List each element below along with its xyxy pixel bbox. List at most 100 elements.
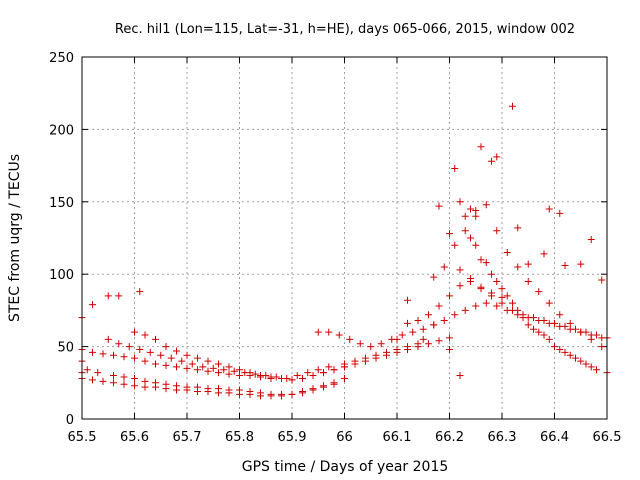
data-point bbox=[141, 383, 149, 391]
data-point bbox=[540, 250, 548, 258]
data-point bbox=[530, 314, 537, 322]
chart-title: Rec. hil1 (Lon=115, Lat=-31, h=HE), days… bbox=[115, 22, 575, 37]
data-point bbox=[472, 206, 480, 214]
data-point bbox=[561, 348, 569, 356]
data-point bbox=[482, 299, 490, 307]
data-point bbox=[545, 335, 553, 343]
data-point bbox=[451, 311, 459, 319]
data-point bbox=[587, 335, 595, 343]
data-point bbox=[173, 386, 180, 394]
data-point bbox=[293, 372, 301, 380]
data-point bbox=[425, 340, 432, 348]
x-tick-label: 66.2 bbox=[435, 430, 464, 445]
data-point bbox=[493, 277, 501, 285]
data-point bbox=[435, 302, 443, 310]
data-point bbox=[152, 335, 159, 343]
x-tick-label: 66.1 bbox=[383, 430, 412, 445]
data-point bbox=[94, 369, 102, 377]
data-point bbox=[440, 263, 448, 271]
data-point bbox=[404, 345, 411, 353]
data-point bbox=[188, 360, 196, 368]
data-point bbox=[593, 331, 600, 339]
data-point bbox=[99, 350, 107, 358]
x-tick-label: 65.6 bbox=[120, 430, 149, 445]
data-point bbox=[320, 369, 327, 377]
data-point bbox=[183, 364, 191, 372]
data-point bbox=[362, 357, 369, 365]
data-point bbox=[194, 354, 201, 362]
data-point bbox=[104, 292, 112, 300]
data-point bbox=[446, 292, 453, 300]
data-point bbox=[551, 319, 558, 327]
data-point bbox=[89, 348, 96, 356]
data-point bbox=[110, 379, 117, 387]
data-point bbox=[377, 340, 385, 348]
data-point bbox=[598, 343, 606, 351]
data-point bbox=[535, 288, 543, 296]
data-point bbox=[530, 325, 537, 333]
data-point bbox=[435, 337, 443, 345]
data-point bbox=[372, 354, 380, 362]
y-axis-ticks: 0 50 100 150 200 250 bbox=[49, 51, 607, 428]
data-point bbox=[220, 366, 228, 374]
data-point bbox=[493, 227, 501, 235]
data-point bbox=[104, 335, 112, 343]
data-point bbox=[141, 331, 149, 339]
data-point bbox=[598, 276, 606, 284]
data-point bbox=[225, 389, 233, 397]
data-point bbox=[299, 374, 306, 382]
y-tick-label: 200 bbox=[49, 123, 74, 138]
data-point bbox=[577, 260, 585, 268]
data-point bbox=[419, 335, 427, 343]
data-point bbox=[162, 385, 170, 393]
data-point bbox=[514, 224, 522, 232]
data-point bbox=[545, 205, 553, 213]
x-tick-label: 66.5 bbox=[593, 430, 622, 445]
data-point bbox=[456, 282, 464, 290]
data-point bbox=[225, 363, 233, 371]
data-point bbox=[136, 345, 144, 353]
data-point bbox=[325, 328, 333, 336]
data-point bbox=[173, 347, 180, 355]
data-point bbox=[451, 164, 459, 172]
data-point bbox=[540, 317, 548, 325]
data-point bbox=[446, 230, 453, 238]
data-point bbox=[125, 343, 133, 351]
data-point bbox=[183, 386, 191, 394]
data-point bbox=[566, 319, 574, 327]
data-point bbox=[89, 301, 96, 309]
data-point bbox=[120, 380, 128, 388]
data-point bbox=[110, 372, 117, 380]
data-point bbox=[199, 363, 207, 371]
data-point bbox=[341, 374, 348, 382]
y-tick-label: 0 bbox=[66, 413, 74, 428]
data-point bbox=[509, 299, 516, 307]
grid-lines bbox=[82, 57, 607, 419]
data-point bbox=[367, 343, 375, 351]
data-point bbox=[498, 285, 506, 293]
data-point bbox=[309, 385, 317, 393]
data-point bbox=[482, 259, 490, 267]
data-point bbox=[120, 373, 128, 381]
y-tick-label: 50 bbox=[57, 341, 74, 356]
data-point bbox=[556, 311, 564, 319]
data-point bbox=[89, 376, 96, 384]
data-point bbox=[404, 319, 411, 327]
data-point bbox=[398, 331, 406, 339]
data-point bbox=[120, 353, 128, 361]
data-point bbox=[467, 234, 474, 242]
data-point bbox=[393, 348, 401, 356]
data-point bbox=[409, 328, 417, 336]
data-point bbox=[278, 374, 285, 382]
data-point bbox=[503, 292, 511, 300]
data-point bbox=[152, 383, 159, 391]
data-point bbox=[83, 366, 91, 374]
data-point bbox=[288, 376, 296, 384]
data-point bbox=[131, 354, 138, 362]
x-axis-ticks: 65.5 65.6 65.7 65.8 65.9 66 66.1 66.2 66.3 66.4 66… bbox=[68, 57, 622, 445]
data-point bbox=[251, 370, 259, 378]
data-point bbox=[493, 302, 501, 310]
data-point bbox=[414, 317, 422, 325]
data-point bbox=[115, 292, 123, 300]
